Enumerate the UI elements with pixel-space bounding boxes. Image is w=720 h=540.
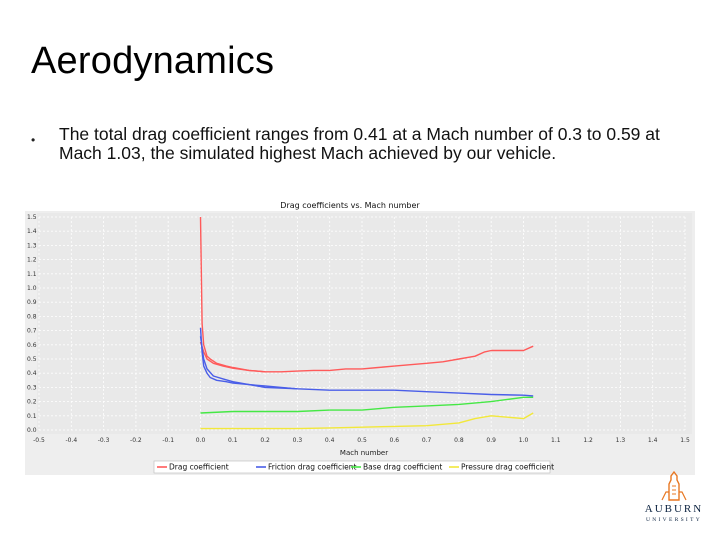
x-tick-label: 0.5 xyxy=(357,437,367,444)
legend-label: Base drag coefficient xyxy=(363,463,442,472)
auburn-university-logo: AUBURN UNIVERSITY xyxy=(638,470,710,530)
logo-wordmark: AUBURN xyxy=(644,503,704,515)
x-tick-label: 1.3 xyxy=(616,437,626,444)
bullet-marker: • xyxy=(31,133,36,147)
x-tick-label: -0.3 xyxy=(98,437,110,444)
y-tick-label: 0.9 xyxy=(27,299,37,306)
drag-coefficient-chart: Drag coefficients vs. Mach number -0.5 -0… xyxy=(25,199,695,475)
x-tick-label: 0.2 xyxy=(260,437,270,444)
chart-title-bar xyxy=(25,199,695,211)
x-tick-label: -0.1 xyxy=(162,437,174,444)
chart-svg: Drag coefficients vs. Mach number -0.5 -0… xyxy=(25,199,695,475)
y-tick-label: 0.5 xyxy=(27,356,37,363)
tower-emblem-icon xyxy=(661,470,687,501)
y-tick-label: 1.3 xyxy=(27,242,37,249)
slide-title: Aerodynamics xyxy=(31,40,275,82)
logo-subtitle: UNIVERSITY xyxy=(646,517,702,523)
x-axis-label: Mach number xyxy=(340,449,388,457)
x-tick-label: 1.0 xyxy=(519,437,529,444)
x-tick-label: -0.5 xyxy=(33,437,45,444)
x-tick-label: 1.2 xyxy=(583,437,593,444)
series-line-friction-drag-coefficient xyxy=(199,327,534,397)
series-line-friction-drag-coefficient xyxy=(199,336,298,390)
x-tick-label: 0.9 xyxy=(486,437,496,444)
y-tick-label: 1.2 xyxy=(27,257,37,264)
series-layer xyxy=(199,216,534,430)
y-tick-label: 0.6 xyxy=(27,342,37,349)
x-tick-label: 0.4 xyxy=(325,437,335,444)
x-tick-label: 0.1 xyxy=(228,437,238,444)
y-tick-label: 1.1 xyxy=(27,271,37,278)
y-tick-label: 0.4 xyxy=(27,370,37,377)
x-tick-label: 1.5 xyxy=(680,437,690,444)
x-tick-label: 0.7 xyxy=(422,437,432,444)
series-line-base-drag-coefficient xyxy=(200,396,534,414)
y-tick-label: 0.8 xyxy=(27,313,37,320)
x-tick-label: -0.2 xyxy=(130,437,142,444)
tick-layer: -0.5 -0.4 -0.3 -0.2 -0.1 0.0 0.1 0.2 0.3 0.4 0.5 0.… xyxy=(27,214,690,444)
x-tick-label: 0.8 xyxy=(454,437,464,444)
y-tick-label: 1.5 xyxy=(27,214,37,221)
y-tick-label: 0.7 xyxy=(27,328,37,335)
y-tick-label: 1.0 xyxy=(27,285,37,292)
x-tick-label: 1.4 xyxy=(648,437,658,444)
x-tick-label: 0.6 xyxy=(390,437,400,444)
y-tick-label: 0.0 xyxy=(27,427,37,434)
legend-layer: Drag coefficient Friction drag coefficien… xyxy=(157,463,554,472)
x-tick-label: -0.4 xyxy=(65,437,77,444)
x-tick-label: 0.3 xyxy=(293,437,303,444)
y-tick-label: 0.1 xyxy=(27,413,37,420)
chart-title: Drag coefficients vs. Mach number xyxy=(280,201,420,210)
legend-label: Pressure drag coefficient xyxy=(461,463,554,472)
y-tick-label: 0.3 xyxy=(27,384,37,391)
y-tick-label: 0.2 xyxy=(27,399,37,406)
x-tick-label: 0.0 xyxy=(196,437,206,444)
plot-area xyxy=(37,213,692,434)
y-tick-label: 1.4 xyxy=(27,228,37,235)
legend-label: Friction drag coefficient xyxy=(268,463,357,472)
x-tick-label: 1.1 xyxy=(551,437,561,444)
series-line-pressure-drag-coefficient xyxy=(200,412,534,430)
series-line-drag-coefficient xyxy=(199,216,534,373)
series-line-drag-coefficient xyxy=(199,341,266,373)
bullet-text: The total drag coefficient ranges from 0… xyxy=(59,124,660,163)
legend-label: Drag coefficient xyxy=(169,463,229,472)
